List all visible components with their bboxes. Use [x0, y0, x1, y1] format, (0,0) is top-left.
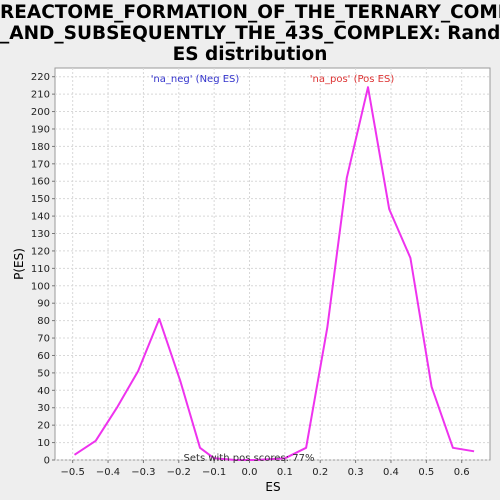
x-tick-label: 0.6: [454, 467, 470, 478]
x-tick-label: 0.4: [383, 467, 399, 478]
x-tick-label: 0.1: [277, 467, 293, 478]
y-tick-label: 80: [37, 316, 50, 327]
y-tick-label: 160: [31, 177, 50, 188]
x-axis-label: ES: [265, 480, 280, 494]
series-group: [73, 86, 475, 461]
y-tick-label: 60: [37, 351, 50, 362]
y-tick-label: 120: [31, 246, 50, 257]
y-tick-label: 0: [44, 456, 50, 467]
y-tick-label: 30: [37, 403, 50, 414]
y-tick-label: 70: [37, 334, 50, 345]
series-line: [73, 86, 475, 461]
plot-area: [54, 67, 491, 461]
x-tick-label: 0.3: [348, 467, 364, 478]
y-tick-label: 190: [31, 124, 50, 135]
y-tick-label: 10: [37, 438, 50, 449]
y-tick-label: 170: [31, 159, 50, 170]
x-tick-label: 0.5: [418, 467, 434, 478]
pos-es-label: 'na_pos' (Pos ES): [310, 74, 395, 85]
y-tick-label: 90: [37, 299, 50, 310]
x-axis-ticks: −0.5 −0.4 −0.3 −0.2 −0.1 0.0 0.1 0.2 0.3 0.4 0.5 0.…: [61, 460, 470, 478]
chart-title-line-1: REACTOME_FORMATION_OF_THE_TERNARY_COMPLE…: [0, 2, 500, 23]
y-axis-label: P(ES): [12, 248, 26, 280]
y-tick-label: 130: [31, 229, 50, 240]
neg-es-label: 'na_neg' (Neg ES): [151, 74, 240, 85]
y-axis-ticks: 0 10 20 30 40 50 60 70 80 90 100 110 120 130 140 150 160…: [31, 72, 55, 467]
y-tick-label: 140: [31, 212, 50, 223]
y-tick-label: 100: [31, 281, 50, 292]
x-tick-label: −0.4: [96, 467, 120, 478]
chart-title-line-2: _AND_SUBSEQUENTLY_THE_43S_COMPLEX: Rando…: [0, 23, 500, 44]
x-tick-label: 0.0: [242, 467, 258, 478]
y-tick-label: 40: [37, 386, 50, 397]
chart-title-line-3: ES distribution: [172, 44, 328, 65]
grid-lines: [55, 68, 490, 461]
y-tick-label: 20: [37, 421, 50, 432]
chart-title: REACTOME_FORMATION_OF_THE_TERNARY_COMPLE…: [0, 2, 500, 65]
x-tick-label: 0.2: [312, 467, 328, 478]
y-tick-label: 180: [31, 142, 50, 153]
y-tick-label: 110: [31, 264, 50, 275]
pos-score-footer: Sets with pos scores: 77%: [184, 453, 315, 464]
x-tick-label: −0.3: [131, 467, 155, 478]
y-tick-label: 200: [31, 107, 50, 118]
x-tick-label: −0.2: [167, 467, 191, 478]
y-tick-label: 210: [31, 90, 50, 101]
y-tick-label: 150: [31, 194, 50, 205]
y-tick-label: 220: [31, 72, 50, 83]
x-tick-label: −0.1: [202, 467, 226, 478]
y-tick-label: 50: [37, 368, 50, 379]
x-tick-label: −0.5: [61, 467, 85, 478]
